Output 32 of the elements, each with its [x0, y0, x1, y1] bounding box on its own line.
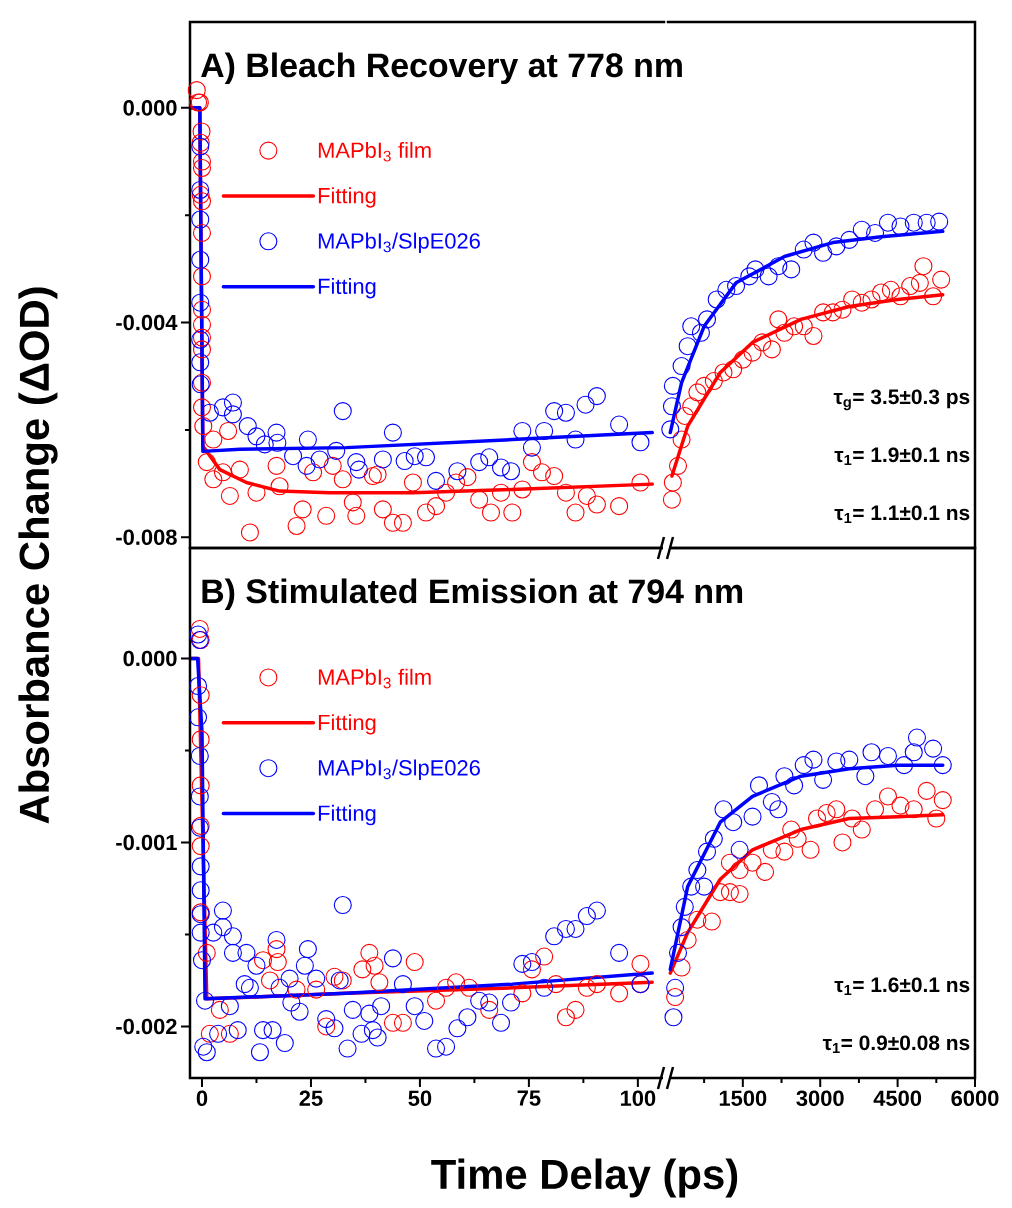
- x-tick-label: 75: [517, 1090, 541, 1106]
- x-axis-title: Time Delay (ps): [431, 1158, 738, 1198]
- annotation: τ$_{1}$= 0.9±0.08 ns: [822, 1035, 970, 1054]
- y-tick-label: 0.000: [123, 650, 177, 667]
- x-tick-label: 4500: [873, 1090, 922, 1107]
- x-tick-label: 0: [196, 1090, 208, 1107]
- y-axis-title: Absorbance Change (ΔOD): [18, 287, 58, 824]
- legend-label: Fitting: [318, 714, 376, 735]
- y-tick-label: -0.001: [116, 834, 177, 851]
- x-tick-label: 3000: [796, 1090, 844, 1107]
- annotation: τ$_{1}$= 1.9±0.1 ns: [834, 447, 970, 466]
- legend-label: MAPbI$_{3}$/SlpE026: [318, 759, 480, 780]
- legend-label: MAPbI$_{3}$/SlpE026: [318, 232, 480, 254]
- x-tick-label: 50: [408, 1090, 432, 1107]
- y-tick-label: 0.000: [123, 100, 177, 116]
- text: A) Bleach Recovery at 778 nm: [201, 52, 682, 85]
- legend-label: MAPbI$_{3}$ film: [318, 141, 431, 162]
- x-tick-label: 25: [299, 1090, 323, 1107]
- annotation: τ$_{g}$= 3.5±0.3 ps: [833, 389, 970, 411]
- x-tick-label: 1500: [719, 1090, 767, 1107]
- y-tick-label: -0.008: [116, 529, 177, 546]
- y-tick-label: -0.002: [116, 1018, 177, 1035]
- annotation: τ$_{1}$= 1.6±0.1 ns: [834, 977, 970, 996]
- x-tick-label: 6000: [951, 1090, 999, 1107]
- x-tick-label: 100: [620, 1090, 656, 1107]
- legend-label: Fitting: [318, 187, 376, 208]
- legend-label: Fitting: [318, 804, 376, 826]
- text: B) Stimulated Emission at 794 nm: [202, 578, 743, 611]
- legend-label: Fitting: [318, 277, 376, 299]
- y-tick-label: -0.004: [116, 314, 178, 331]
- legend-label: MAPbI$_{3}$ film: [318, 668, 431, 689]
- annotation: τ$_{1}$= 1.1±0.1 ns: [834, 505, 970, 524]
